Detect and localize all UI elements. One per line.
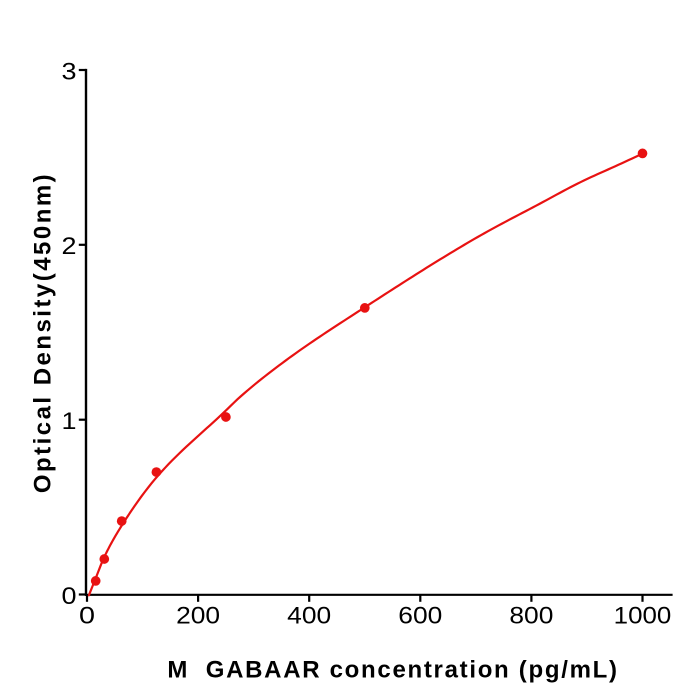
svg-text:200: 200 <box>176 603 220 630</box>
svg-text:1000: 1000 <box>614 603 672 630</box>
svg-text:3: 3 <box>62 58 77 85</box>
svg-text:M GABAAR concentration (pg/mL: M GABAAR concentration (pg/mL) <box>167 657 618 684</box>
svg-text:0: 0 <box>62 583 77 610</box>
svg-text:800: 800 <box>509 603 553 630</box>
svg-text:2: 2 <box>62 233 77 260</box>
svg-text:1: 1 <box>62 408 77 435</box>
svg-text:Optical Density(450nm): Optical Density(450nm) <box>30 172 57 493</box>
svg-text:600: 600 <box>398 603 442 630</box>
svg-text:400: 400 <box>287 603 331 630</box>
svg-text:0: 0 <box>79 603 95 630</box>
